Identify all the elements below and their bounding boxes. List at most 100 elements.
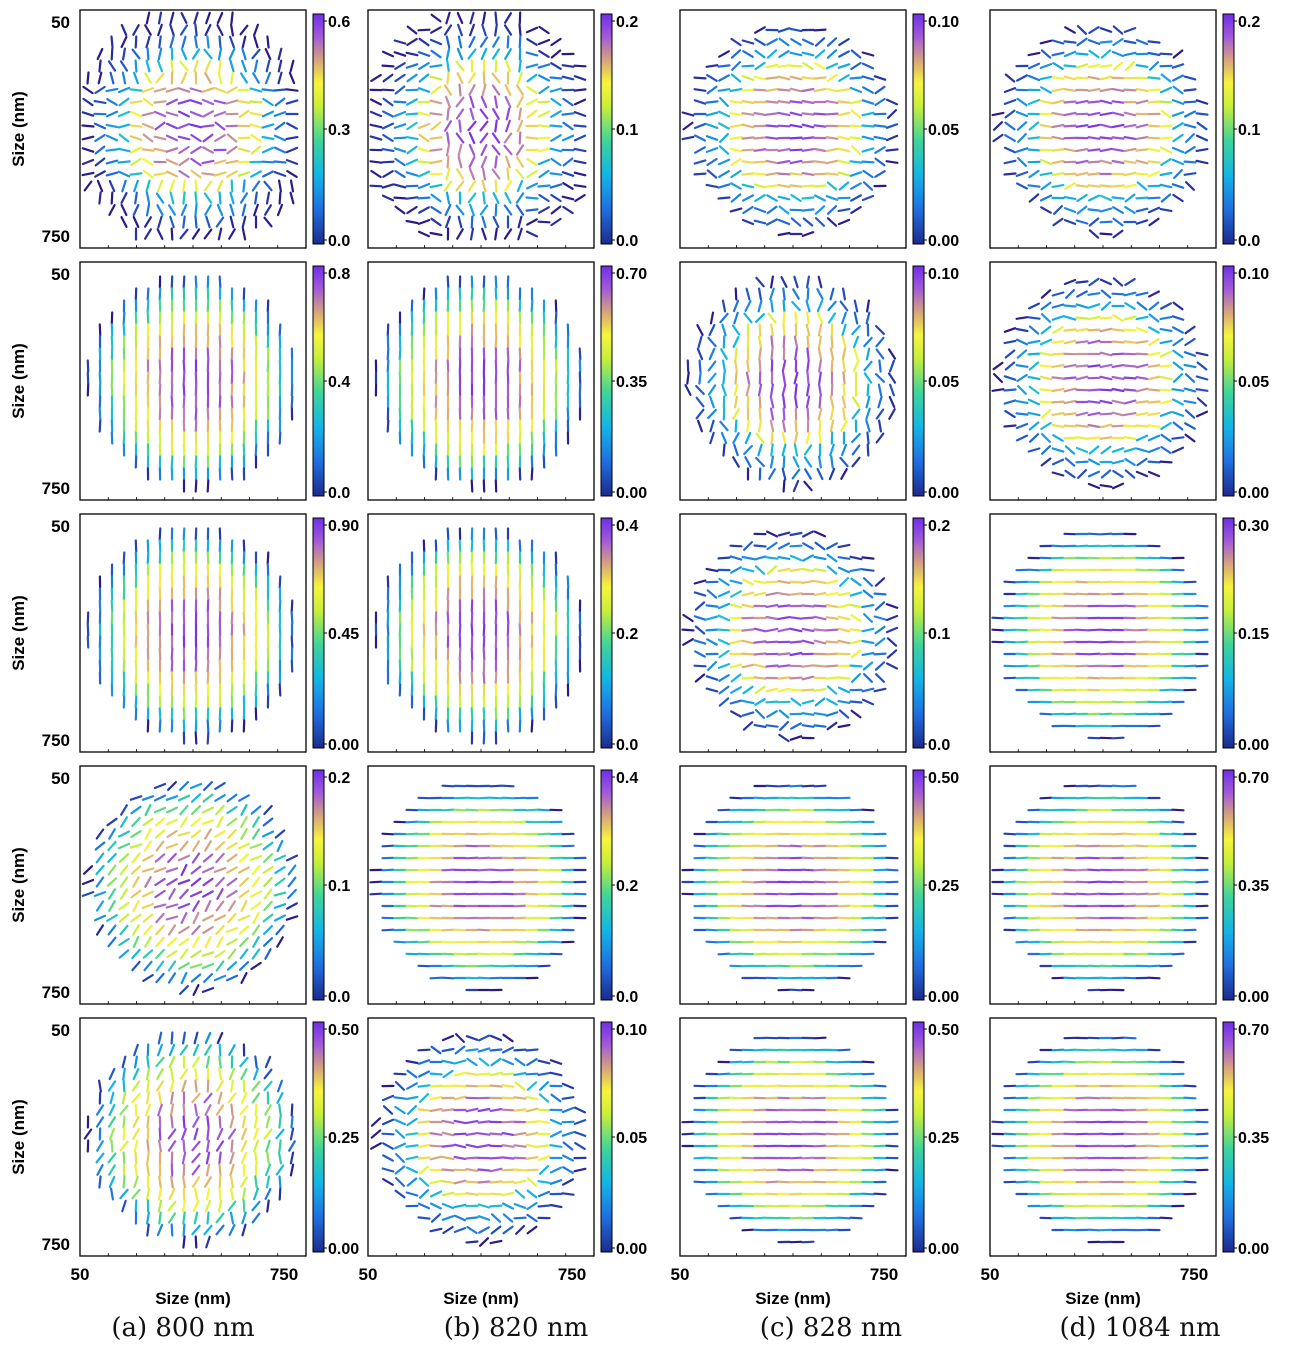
field-segment [502,1046,515,1054]
field-segment [1159,688,1173,692]
field-segment [254,1175,258,1189]
field-segment [849,86,863,94]
field-segment [469,11,475,25]
field-segment [121,1055,127,1069]
field-segment [182,443,186,457]
field-segment [754,685,766,695]
field-segment [777,627,791,633]
field-segment [285,88,299,92]
field-segment [441,1202,455,1210]
field-segment [370,98,382,106]
field-segment [1027,568,1041,572]
field-segment [134,1055,138,1069]
field-segment [550,193,562,203]
field-segment [789,27,803,33]
field-segment [489,784,503,788]
field-segment [1111,459,1125,465]
field-segment [1099,184,1113,188]
field-segment [865,347,871,361]
field-segment [1099,436,1113,440]
field-segment [479,36,489,48]
field-segment [851,432,861,444]
field-segment [537,1155,551,1161]
field-segment [477,1034,491,1042]
field-segment [769,407,775,421]
field-segment [1147,388,1161,392]
field-segment [154,121,166,131]
field-segment [482,71,486,85]
field-segment [465,1192,479,1196]
field-segment [252,911,260,925]
field-segment [790,193,802,203]
field-segment [418,1177,430,1187]
field-segment [226,133,238,143]
field-segment [801,123,815,129]
field-segment [146,1091,150,1105]
field-segment [194,275,198,289]
colorbar-tick-label: 0.0 [1238,233,1260,250]
colorbar [600,769,613,1001]
field-segment [253,203,259,217]
field-segment [430,1213,442,1223]
field-segment [239,948,249,960]
field-segment [777,88,791,92]
field-segment [861,627,875,633]
field-segment [790,722,802,730]
field-segment [465,1143,479,1149]
field-segment [517,215,523,229]
field-segment [118,853,130,863]
field-segment [841,287,847,301]
field-segment [1087,482,1101,490]
field-segment [1099,111,1113,117]
field-segment [107,60,117,72]
field-segment [744,431,752,445]
field-segment [501,1084,515,1088]
field-segment [514,1081,526,1091]
field-segment [182,179,186,193]
field-segment [1171,388,1185,392]
field-segment [478,1237,490,1247]
field-segment [226,86,238,94]
field-segment [142,913,154,923]
field-segment [513,904,527,908]
field-segment [370,1142,382,1150]
field-segment [405,136,419,140]
field-segment [410,395,414,409]
plot-frame [989,261,1217,501]
field-segment [454,1045,466,1055]
field-segment [206,1211,210,1225]
field-segment [1123,447,1137,453]
field-segment [766,38,778,46]
panel-r3-c4: 0.300.150.00 [989,513,1269,754]
field-segment [801,1096,815,1100]
field-segment [1123,39,1137,45]
field-segment [549,1179,563,1185]
field-segment [1159,556,1173,560]
field-segment [794,347,798,361]
field-segment [792,288,800,300]
field-segment [120,203,128,217]
field-segment [550,62,562,70]
field-segment [693,664,707,668]
field-segment [566,611,570,625]
field-segment [165,867,179,873]
field-segment [277,47,283,61]
field-segment [1171,436,1185,440]
field-segment [705,64,719,68]
field-segment [180,863,188,877]
field-segment [230,467,234,481]
field-segment [177,794,191,802]
field-segment [765,136,779,140]
field-segment [777,195,791,201]
field-segment [1135,352,1149,356]
field-segment [573,75,587,81]
field-segment [129,88,143,92]
field-segment [119,864,129,876]
field-segment [394,1165,406,1175]
field-segment [1075,340,1089,344]
field-segment [758,359,762,373]
field-segment [393,39,407,45]
field-segment [777,542,791,550]
field-segment [214,134,226,142]
field-segment [491,48,501,60]
